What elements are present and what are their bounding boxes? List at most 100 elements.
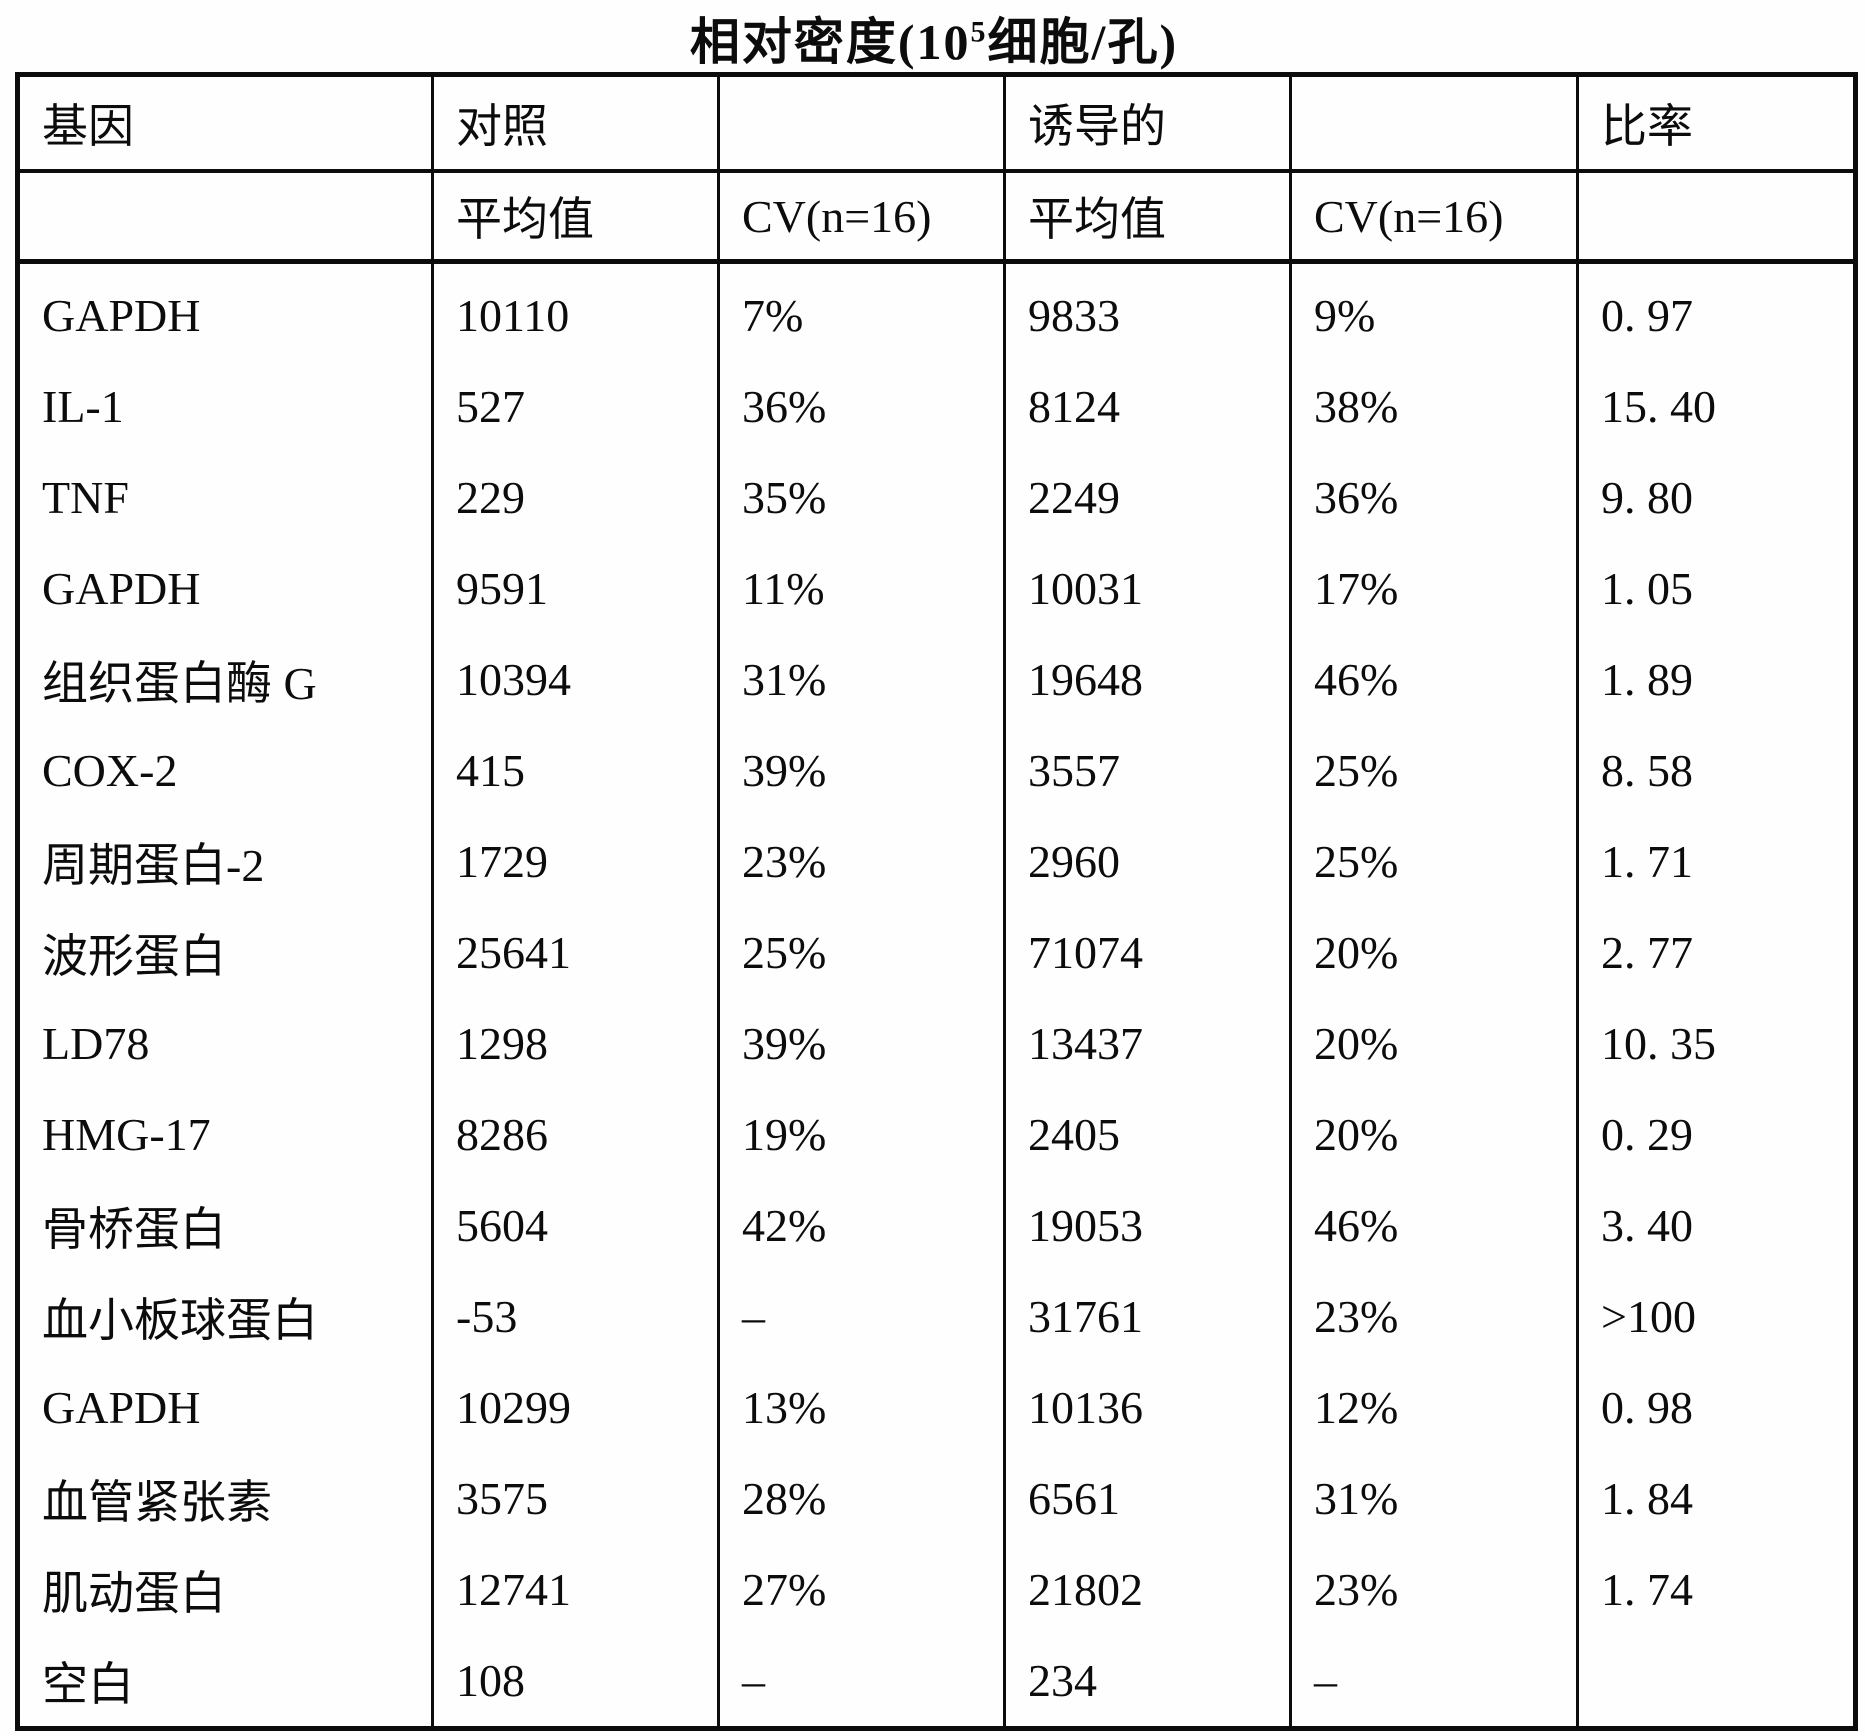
header-control-group: 对照 [431, 73, 720, 173]
header-ratio: 比率 [1576, 73, 1857, 173]
header-row-groups: 基因 对照 诱导的 比率 [16, 73, 1857, 173]
control-cv-cell: 27% [717, 1544, 1006, 1635]
table-row: 骨桥蛋白 5604 42% 19053 46% 3. 40 [16, 1180, 1857, 1271]
induced-mean-cell: 19053 [1003, 1180, 1292, 1271]
induced-cv-cell: 46% [1289, 1180, 1579, 1271]
gene-cell: LD78 [16, 998, 434, 1089]
induced-cv-cell: 20% [1289, 998, 1579, 1089]
induced-cv-cell: 38% [1289, 361, 1579, 452]
induced-cv-cell: 23% [1289, 1544, 1579, 1635]
induced-mean-cell: 21802 [1003, 1544, 1292, 1635]
induced-mean-cell: 234 [1003, 1635, 1292, 1729]
control-mean-cell: 1298 [431, 998, 720, 1089]
induced-mean-cell: 9833 [1003, 261, 1292, 361]
control-mean-cell: 8286 [431, 1089, 720, 1180]
control-mean-cell: 10299 [431, 1362, 720, 1453]
control-mean-cell: 25641 [431, 907, 720, 998]
control-cv-cell: 39% [717, 998, 1006, 1089]
header-induced-group-spacer [1289, 73, 1579, 173]
ratio-cell: 1. 71 [1576, 816, 1857, 907]
control-cv-cell: 11% [717, 543, 1006, 634]
control-mean-cell: 5604 [431, 1180, 720, 1271]
ratio-cell: 0. 29 [1576, 1089, 1857, 1180]
induced-mean-cell: 8124 [1003, 361, 1292, 452]
table-row: COX-2 415 39% 3557 25% 8. 58 [16, 725, 1857, 816]
gene-cell: 空白 [16, 1635, 434, 1729]
control-cv-cell: 42% [717, 1180, 1006, 1271]
induced-cv-cell: 25% [1289, 725, 1579, 816]
title-superscript: 5 [970, 15, 988, 49]
table-row: GAPDH 9591 11% 10031 17% 1. 05 [16, 543, 1857, 634]
table-row: 血管紧张素 3575 28% 6561 31% 1. 84 [16, 1453, 1857, 1544]
gene-cell: GAPDH [16, 543, 434, 634]
table-row: IL-1 527 36% 8124 38% 15. 40 [16, 361, 1857, 452]
header-gene-spacer [16, 169, 434, 264]
gene-cell: 血管紧张素 [16, 1453, 434, 1544]
induced-cv-cell: 31% [1289, 1453, 1579, 1544]
table-row: 波形蛋白 25641 25% 71074 20% 2. 77 [16, 907, 1857, 998]
induced-mean-cell: 2405 [1003, 1089, 1292, 1180]
control-cv-cell: 39% [717, 725, 1006, 816]
induced-mean-cell: 71074 [1003, 907, 1292, 998]
table-row: LD78 1298 39% 13437 20% 10. 35 [16, 998, 1857, 1089]
table-row: 组织蛋白酶 G 10394 31% 19648 46% 1. 89 [16, 634, 1857, 725]
gene-cell: 组织蛋白酶 G [16, 634, 434, 725]
control-mean-cell: 229 [431, 452, 720, 543]
header-gene: 基因 [16, 73, 434, 173]
induced-cv-cell: 23% [1289, 1271, 1579, 1362]
table-row: TNF 229 35% 2249 36% 9. 80 [16, 452, 1857, 543]
control-cv-cell: 13% [717, 1362, 1006, 1453]
induced-mean-cell: 10136 [1003, 1362, 1292, 1453]
header-row-measures: 平均值 CV(n=16) 平均值 CV(n=16) [16, 169, 1857, 264]
induced-cv-cell: 17% [1289, 543, 1579, 634]
gene-cell: 周期蛋白-2 [16, 816, 434, 907]
induced-cv-cell: 36% [1289, 452, 1579, 543]
control-mean-cell: 415 [431, 725, 720, 816]
induced-mean-cell: 31761 [1003, 1271, 1292, 1362]
control-cv-cell: 35% [717, 452, 1006, 543]
control-mean-cell: 10394 [431, 634, 720, 725]
ratio-cell: 3. 40 [1576, 1180, 1857, 1271]
induced-cv-cell: 20% [1289, 907, 1579, 998]
induced-cv-cell: 25% [1289, 816, 1579, 907]
induced-cv-cell: 20% [1289, 1089, 1579, 1180]
page-title: 相对密度(105细胞/孔) [15, 2, 1853, 74]
relative-density-table: 基因 对照 诱导的 比率 平均值 CV(n=16) 平均值 CV(n=16) G… [15, 72, 1858, 1731]
induced-cv-cell: 12% [1289, 1362, 1579, 1453]
gene-cell: HMG-17 [16, 1089, 434, 1180]
table-row: HMG-17 8286 19% 2405 20% 0. 29 [16, 1089, 1857, 1180]
gene-cell: 肌动蛋白 [16, 1544, 434, 1635]
induced-mean-cell: 2249 [1003, 452, 1292, 543]
ratio-cell: 1. 74 [1576, 1544, 1857, 1635]
control-cv-cell: – [717, 1271, 1006, 1362]
gene-cell: GAPDH [16, 261, 434, 361]
control-mean-cell: 1729 [431, 816, 720, 907]
gene-cell: GAPDH [16, 1362, 434, 1453]
header-ratio-spacer [1576, 169, 1857, 264]
control-cv-cell: 31% [717, 634, 1006, 725]
gene-cell: TNF [16, 452, 434, 543]
induced-mean-cell: 19648 [1003, 634, 1292, 725]
table-row: GAPDH 10299 13% 10136 12% 0. 98 [16, 1362, 1857, 1453]
induced-cv-cell: 9% [1289, 261, 1579, 361]
induced-mean-cell: 3557 [1003, 725, 1292, 816]
control-cv-cell: 25% [717, 907, 1006, 998]
induced-mean-cell: 10031 [1003, 543, 1292, 634]
control-cv-cell: 7% [717, 261, 1006, 361]
ratio-cell: 1. 89 [1576, 634, 1857, 725]
ratio-cell: 10. 35 [1576, 998, 1857, 1089]
gene-cell: 血小板球蛋白 [16, 1271, 434, 1362]
induced-mean-cell: 13437 [1003, 998, 1292, 1089]
ratio-cell: 9. 80 [1576, 452, 1857, 543]
induced-mean-cell: 2960 [1003, 816, 1292, 907]
ratio-cell: 15. 40 [1576, 361, 1857, 452]
control-cv-cell: 23% [717, 816, 1006, 907]
table-row: 肌动蛋白 12741 27% 21802 23% 1. 74 [16, 1544, 1857, 1635]
ratio-cell: 1. 84 [1576, 1453, 1857, 1544]
control-cv-cell: – [717, 1635, 1006, 1729]
table-row: 血小板球蛋白 -53 – 31761 23% >100 [16, 1271, 1857, 1362]
control-cv-cell: 28% [717, 1453, 1006, 1544]
header-induced-cv: CV(n=16) [1289, 169, 1579, 264]
gene-cell: 波形蛋白 [16, 907, 434, 998]
